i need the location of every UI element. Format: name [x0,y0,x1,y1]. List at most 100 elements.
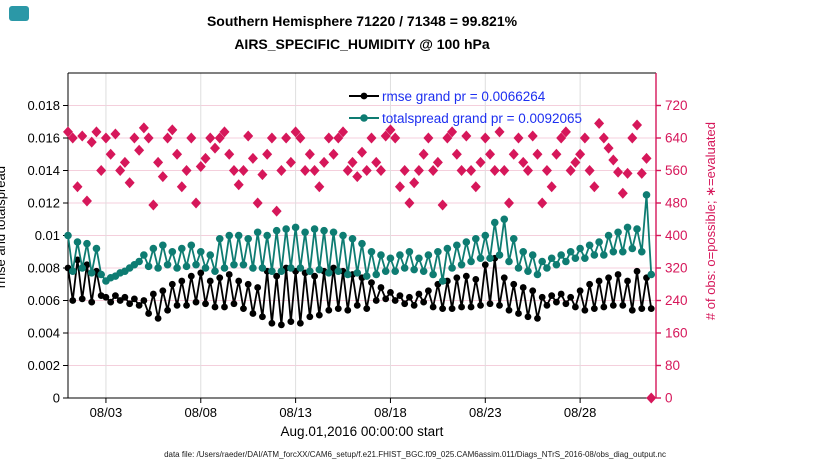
rmse-marker [543,301,551,309]
num-obs-marker [518,156,529,168]
num-obs-marker [560,126,571,138]
left-tick-label: 0.018 [27,98,60,113]
totalspread-marker [509,234,518,243]
num-obs-marker [134,144,145,156]
rmse-marker [249,310,257,317]
num-obs-marker [243,130,254,142]
totalspread-marker [443,244,452,253]
rmse-marker [306,313,314,321]
totalspread-marker [73,238,82,246]
chart-title-block: Southern Hemisphere 71220 / 71348 = 99.8… [68,14,656,51]
num-obs-marker [546,181,557,193]
rmse-marker [387,288,394,296]
rmse-marker [605,274,612,282]
totalspread-marker [178,244,186,253]
rmse-marker [638,305,646,313]
rmse-marker [382,295,390,303]
num-obs-marker [575,148,586,160]
totalspread-marker [329,228,338,237]
num-obs-marker [584,165,595,176]
totalspread-marker [391,267,399,276]
num-obs-marker [124,177,135,189]
totalspread-marker [609,247,618,256]
num-obs-marker [579,132,590,144]
num-obs-marker [646,392,657,404]
totalspread-marker [462,238,471,246]
num-obs-marker [480,132,491,144]
num-obs-marker [361,165,372,176]
rmse-marker [410,301,418,309]
right-tick-label: 720 [665,98,688,113]
rmse-marker [325,306,333,314]
legend-row-totalspread: totalspread grand pr = 0.0092065 [348,107,582,129]
rmse-marker [628,306,636,314]
rmse-marker [159,287,167,295]
num-obs-marker [257,169,268,181]
rmse-marker [192,298,200,306]
num-obs-marker [508,148,519,160]
rmse-marker [415,290,423,298]
num-obs-marker [428,165,439,176]
rmse-marker [538,293,546,301]
num-obs-marker [461,130,472,142]
totalspread-marker [552,260,561,269]
rmse-marker [562,300,570,308]
totalspread-marker [505,257,513,266]
rmse-marker [107,298,115,306]
rmse-marker [287,318,295,326]
left-tick-label: 0.01 [35,228,60,243]
legend-label-rmse: rmse grand pr = 0.0066264 [382,88,546,104]
num-obs-marker [77,130,88,142]
totalspread-marker [453,241,461,250]
rmse-marker [353,301,361,309]
num-obs-marker [295,132,306,144]
num-obs-marker [228,165,239,176]
totalspread-marker [225,231,234,240]
x-tick-label: 08/08 [185,405,218,420]
num-obs-marker [475,156,486,168]
num-obs-marker [129,132,140,144]
totalspread-marker [434,247,442,256]
rmse-marker [154,314,162,322]
totalspread-marker [381,267,390,276]
totalspread-marker [196,247,205,256]
num-obs-marker [527,130,538,142]
totalspread-marker [590,251,599,259]
num-obs-marker [627,132,638,144]
num-obs-marker [437,199,448,211]
num-obs-marker [81,195,92,207]
num-obs-marker [157,171,168,183]
totalspread-marker [334,267,343,276]
rmse-marker [458,303,465,311]
rmse-marker [102,293,110,301]
totalspread-marker [144,262,153,271]
totalspread-marker [419,267,428,276]
num-obs-marker [613,166,624,178]
num-obs-marker [262,148,273,160]
y-axis-label-right: # of obs: o=possible; ∗=evaluated [703,122,718,321]
num-obs-marker [115,165,126,176]
right-tick-label: 320 [665,261,688,276]
totalspread-marker [296,264,305,272]
totalspread-marker [154,264,162,272]
totalspread-marker [514,264,523,272]
rmse-marker [368,279,375,287]
num-obs-marker [636,167,647,179]
totalspread-marker [215,234,224,243]
num-obs-marker [347,156,358,168]
num-obs-marker [565,165,576,176]
totalspread-marker [533,270,542,279]
num-obs-marker [442,132,453,144]
rmse-marker [429,303,437,311]
rmse-marker [206,277,214,285]
rmse-marker [500,274,508,282]
rmse-marker [363,305,371,313]
num-obs-marker [119,156,130,168]
num-obs-marker [366,132,377,144]
totalspread-marker [325,269,333,277]
x-tick-label: 08/03 [90,405,123,420]
rmse-marker [225,271,233,278]
rmse-marker [647,305,655,313]
num-obs-marker [494,126,505,138]
